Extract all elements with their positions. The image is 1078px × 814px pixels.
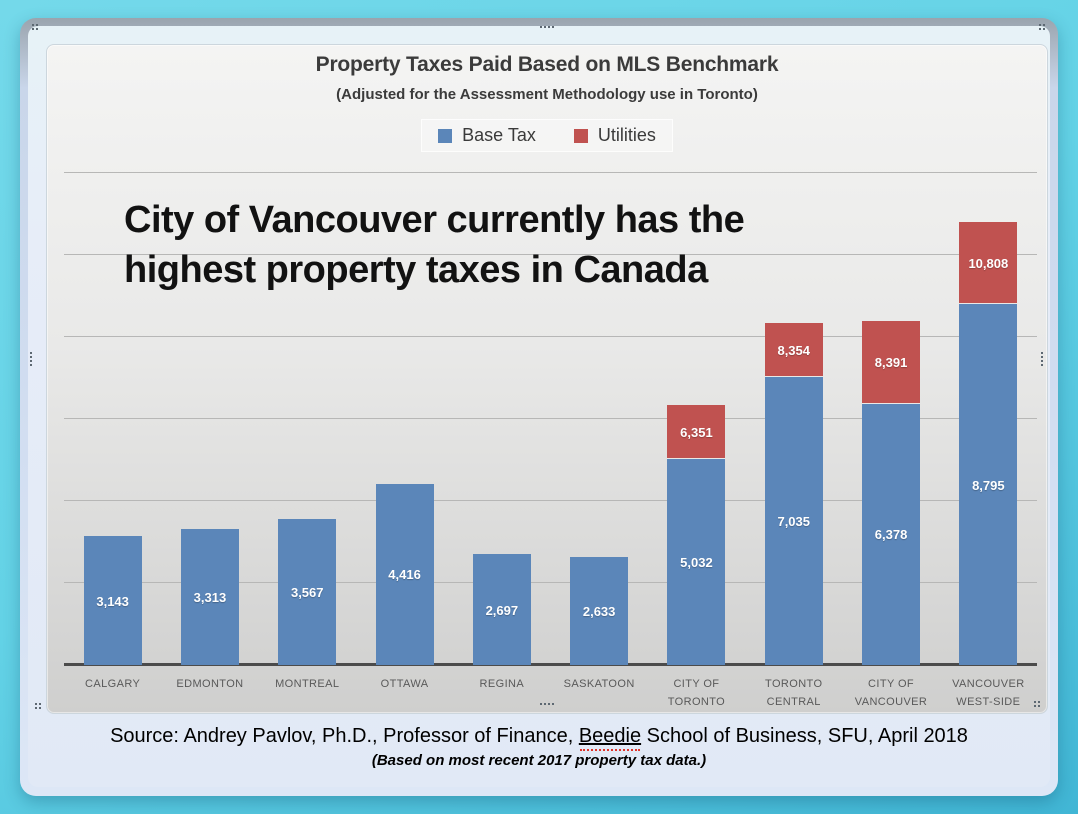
annotation-line-2: highest property taxes in Canada <box>124 249 708 291</box>
data-label-base-tax: 8,795 <box>972 477 1005 493</box>
selection-handle-top-right[interactable] <box>1039 24 1041 26</box>
bar-base-tax[interactable] <box>375 483 434 665</box>
bar-base-tax[interactable] <box>180 529 239 665</box>
source-line: Source: Andrey Pavlov, Ph.D., Professor … <box>28 723 1050 751</box>
legend-swatch-utilities <box>573 128 588 143</box>
data-label-total: 8,391 <box>874 355 908 371</box>
selection-handle-bottom-right[interactable] <box>1034 701 1036 703</box>
bar-base-tax[interactable] <box>764 376 823 665</box>
category-label: EDMONTON <box>176 678 244 690</box>
category-label: SASKATOON <box>563 678 635 690</box>
bar-base-tax[interactable] <box>862 403 921 665</box>
bar-base-tax[interactable] <box>667 458 726 665</box>
annotation-text: City of Vancouver currently has the high… <box>124 195 884 295</box>
source-text-before: Source: Andrey Pavlov, Ph.D., Professor … <box>110 725 579 747</box>
data-label-total: 10,808 <box>968 256 1009 272</box>
legend-label-base-tax: Base Tax <box>462 125 536 145</box>
gridline <box>64 336 1037 337</box>
gridline <box>64 254 1037 255</box>
bar-base-tax[interactable] <box>472 554 531 665</box>
data-label-total: 6,351 <box>680 424 713 440</box>
plot-area: 3,143 3,313 3,567 4,416 2,697 2,633 5,032 6,351… <box>64 172 1037 666</box>
category-label: REGINA <box>479 678 525 690</box>
category-label: OTTAWA <box>380 678 429 690</box>
chart-subtitle: (Adjusted for the Assessment Methodology… <box>336 86 758 103</box>
gridline <box>64 500 1037 501</box>
bar-utilities[interactable] <box>764 322 823 377</box>
selection-handle-top-left[interactable] <box>32 24 34 26</box>
category-label: MONTREAL <box>275 678 340 690</box>
bar-base-tax[interactable] <box>278 518 337 665</box>
selection-handle-left-middle[interactable] <box>30 352 32 354</box>
data-label-base-tax: 2,697 <box>485 602 519 618</box>
chart-legend[interactable]: Base Tax Utilities <box>421 119 673 152</box>
annotation-line-1: City of Vancouver currently has the <box>124 199 745 241</box>
legend-swatch-base-tax <box>438 128 453 143</box>
data-label-total: 8,354 <box>777 342 811 358</box>
category-label: CALGARY <box>85 678 141 690</box>
data-label-base-tax: 4,416 <box>388 567 421 583</box>
bar-base-tax[interactable] <box>83 536 142 665</box>
selection-handle-bottom-center[interactable] <box>540 703 542 705</box>
category-label: TORONTO CENTRAL <box>765 678 823 708</box>
data-label-base-tax: 3,143 <box>96 593 129 609</box>
source-footer: Source: Andrey Pavlov, Ph.D., Professor … <box>28 723 1050 769</box>
footer-note: (Based on most recent 2017 property tax … <box>371 752 707 769</box>
bar-base-tax[interactable] <box>570 557 629 665</box>
bar-utilities[interactable] <box>862 320 921 404</box>
misspelled-underlined-word: Beedie <box>578 725 642 751</box>
category-axis: CALGARY EDMONTON MONTREAL OTTAWA REGINA SASKA… <box>64 675 1037 715</box>
slide: Property Taxes Paid Based on MLS Benchma… <box>20 18 1058 796</box>
source-text-after: School of Business, SFU, April 2018 <box>641 725 968 747</box>
gridline <box>64 582 1037 583</box>
data-label-base-tax: 3,313 <box>193 590 227 606</box>
category-label: CITY OF VANCOUVER <box>854 678 928 708</box>
data-label-base-tax: 2,633 <box>582 604 616 620</box>
gridline <box>64 172 1037 173</box>
legend-label-utilities: Utilities <box>597 125 656 145</box>
bar-utilities[interactable] <box>959 221 1018 305</box>
selection-handle-top-center[interactable] <box>540 26 542 28</box>
legend-row: Base Tax Utilities <box>47 119 1047 152</box>
gridline <box>64 418 1037 419</box>
x-axis-line <box>64 663 1037 666</box>
bar-base-tax[interactable] <box>959 304 1018 665</box>
chart-placeholder[interactable]: Property Taxes Paid Based on MLS Benchma… <box>46 44 1048 714</box>
slide-inner-frame: Property Taxes Paid Based on MLS Benchma… <box>28 26 1050 787</box>
data-label-base-tax: 5,032 <box>680 554 713 570</box>
selection-handle-bottom-left[interactable] <box>35 703 37 705</box>
selection-handle-right-middle[interactable] <box>1041 352 1043 354</box>
bar-utilities[interactable] <box>667 404 726 459</box>
data-label-base-tax: 3,567 <box>290 584 324 600</box>
category-label: VANCOUVER WEST-SIDE <box>952 678 1025 708</box>
category-label: CITY OF TORONTO <box>667 678 726 708</box>
data-label-base-tax: 6,378 <box>874 527 908 543</box>
data-label-base-tax: 7,035 <box>777 513 811 529</box>
chart-title: Property Taxes Paid Based on MLS Benchma… <box>315 53 779 76</box>
